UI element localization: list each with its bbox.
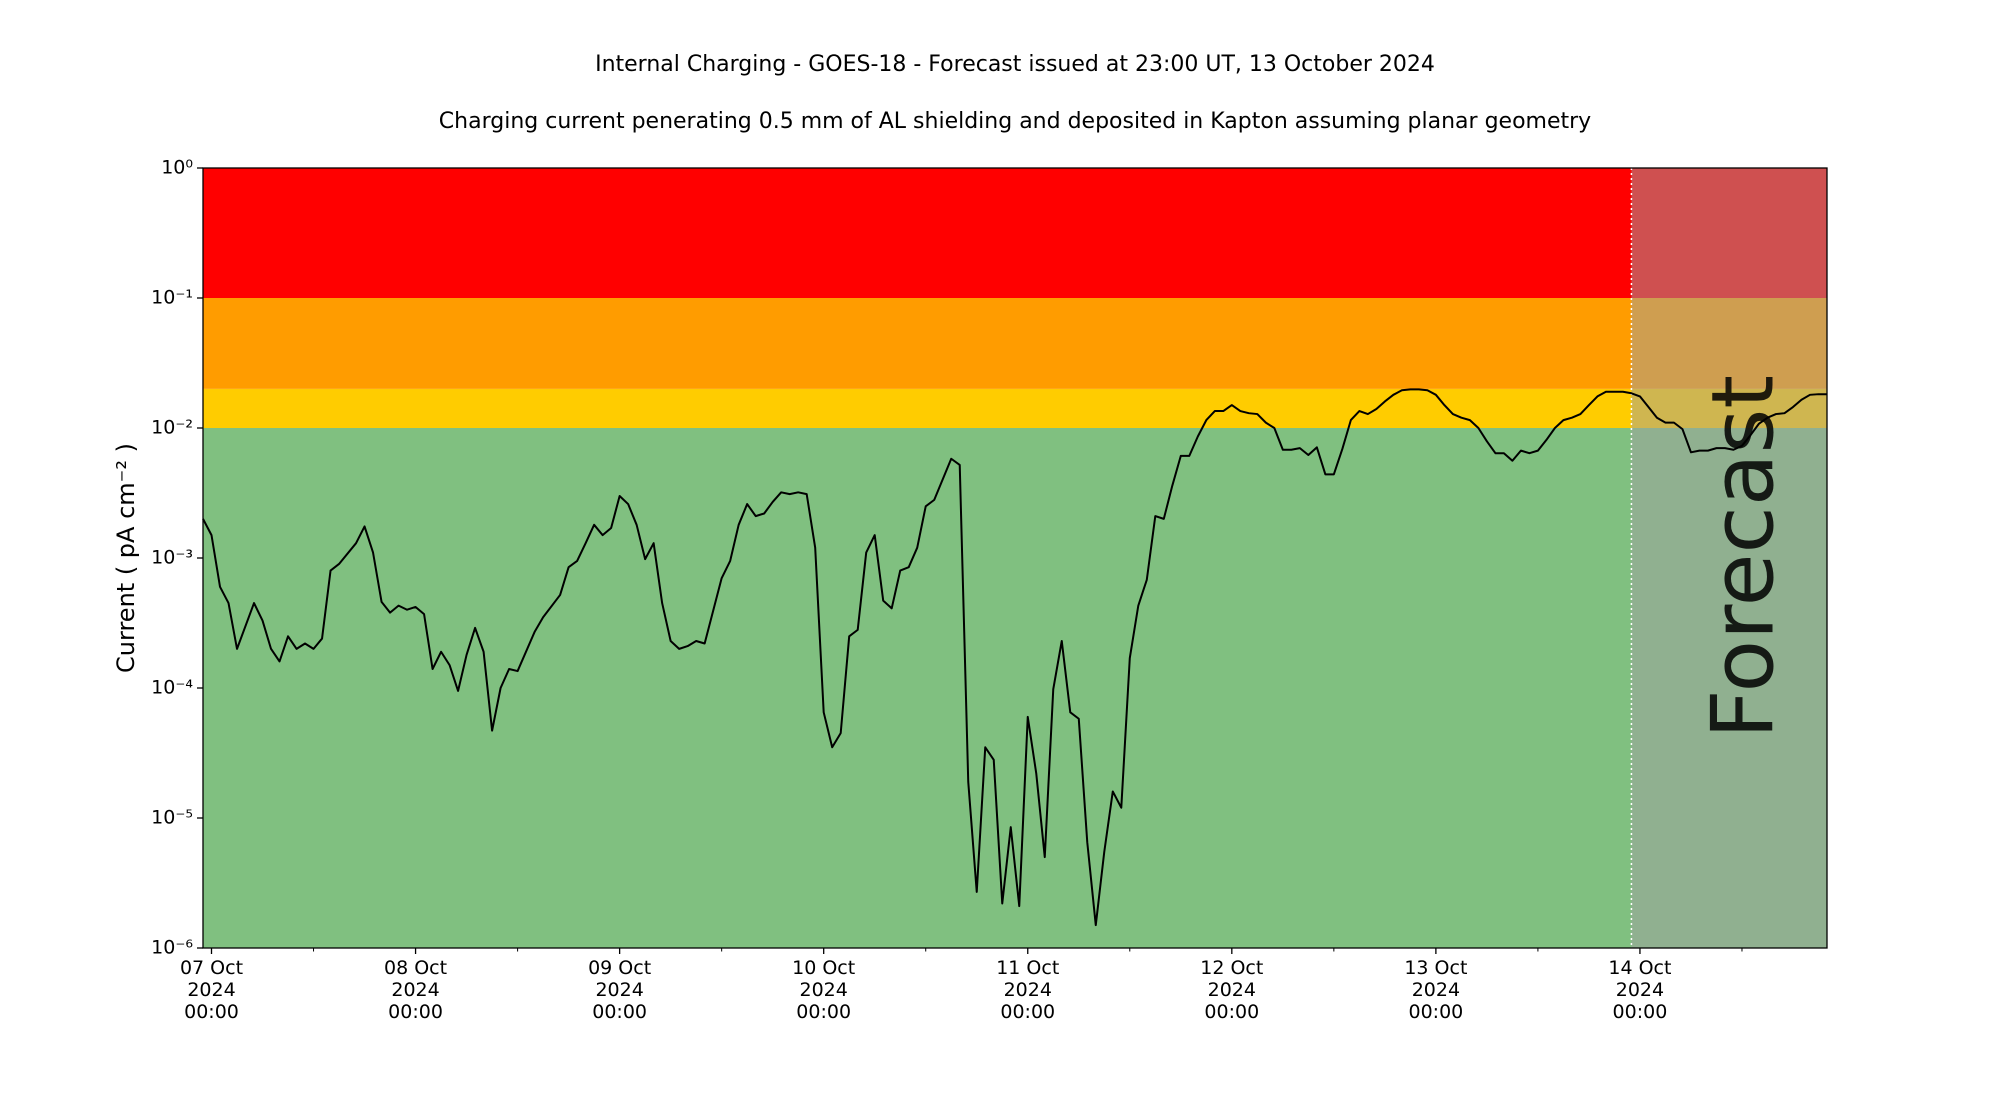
x-tick-label-line: 11 Oct [996, 957, 1059, 979]
y-axis-label: Current ( pA cm⁻² ) [112, 443, 140, 673]
x-tick-label-line: 09 Oct [588, 957, 651, 979]
x-tick-label: 08 Oct 2024 00:00 [384, 957, 447, 1023]
x-tick-label-line: 2024 [595, 979, 643, 1001]
data-line [202, 388, 1827, 927]
forecast-region [1631, 168, 1827, 948]
x-tick-label-line: 2024 [1412, 979, 1460, 1001]
y-tick-label: 10⁻⁵ [151, 807, 193, 829]
x-tick-label-line: 2024 [1208, 979, 1256, 1001]
x-tick-label: 13 Oct 2024 00:00 [1404, 957, 1467, 1023]
y-tick-label: 10⁻⁶ [151, 937, 193, 959]
y-tick-label: 10⁻¹ [151, 287, 193, 309]
x-tick-label-line: 14 Oct [1608, 957, 1671, 979]
x-tick-label-line: 2024 [187, 979, 235, 1001]
forecast-label: Forecast [1694, 375, 1794, 739]
risk-band [203, 388, 1827, 428]
y-tick-label: 10⁻⁴ [151, 677, 193, 699]
x-tick-label-line: 2024 [391, 979, 439, 1001]
x-tick-label-line: 00:00 [184, 1001, 239, 1023]
x-tick-label-line: 00:00 [1408, 1001, 1463, 1023]
x-tick-label-line: 00:00 [1000, 1001, 1055, 1023]
y-tick-label: 10⁰ [161, 157, 193, 179]
x-tick-label: 09 Oct 2024 00:00 [588, 957, 651, 1023]
risk-band [203, 168, 1827, 298]
y-tick-label: 10⁻² [151, 417, 193, 439]
x-tick-label: 12 Oct 2024 00:00 [1200, 957, 1263, 1023]
x-tick-label-line: 00:00 [1204, 1001, 1259, 1023]
x-tick-label: 07 Oct 2024 00:00 [180, 957, 243, 1023]
x-tick-label-line: 07 Oct [180, 957, 243, 979]
x-tick-label-line: 00:00 [1613, 1001, 1668, 1023]
x-tick-label-line: 00:00 [388, 1001, 443, 1023]
x-tick-label-line: 10 Oct [792, 957, 855, 979]
x-tick-label: 10 Oct 2024 00:00 [792, 957, 855, 1023]
x-tick-label-line: 12 Oct [1200, 957, 1263, 979]
x-tick-label-line: 2024 [1616, 979, 1664, 1001]
x-tick-label-line: 2024 [1004, 979, 1052, 1001]
x-tick-label-line: 2024 [800, 979, 848, 1001]
chart-subtitle: Charging current penerating 0.5 mm of AL… [439, 109, 1591, 134]
x-tick-label-line: 00:00 [796, 1001, 851, 1023]
risk-band [203, 298, 1827, 389]
y-tick-label: 10⁻³ [151, 547, 193, 569]
x-tick-label-line: 08 Oct [384, 957, 447, 979]
x-tick-label: 11 Oct 2024 00:00 [996, 957, 1059, 1023]
chart-title: Internal Charging - GOES-18 - Forecast i… [595, 52, 1435, 77]
x-tick-label-line: 00:00 [592, 1001, 647, 1023]
x-tick-label-line: 13 Oct [1404, 957, 1467, 979]
x-tick-label: 14 Oct 2024 00:00 [1608, 957, 1671, 1023]
